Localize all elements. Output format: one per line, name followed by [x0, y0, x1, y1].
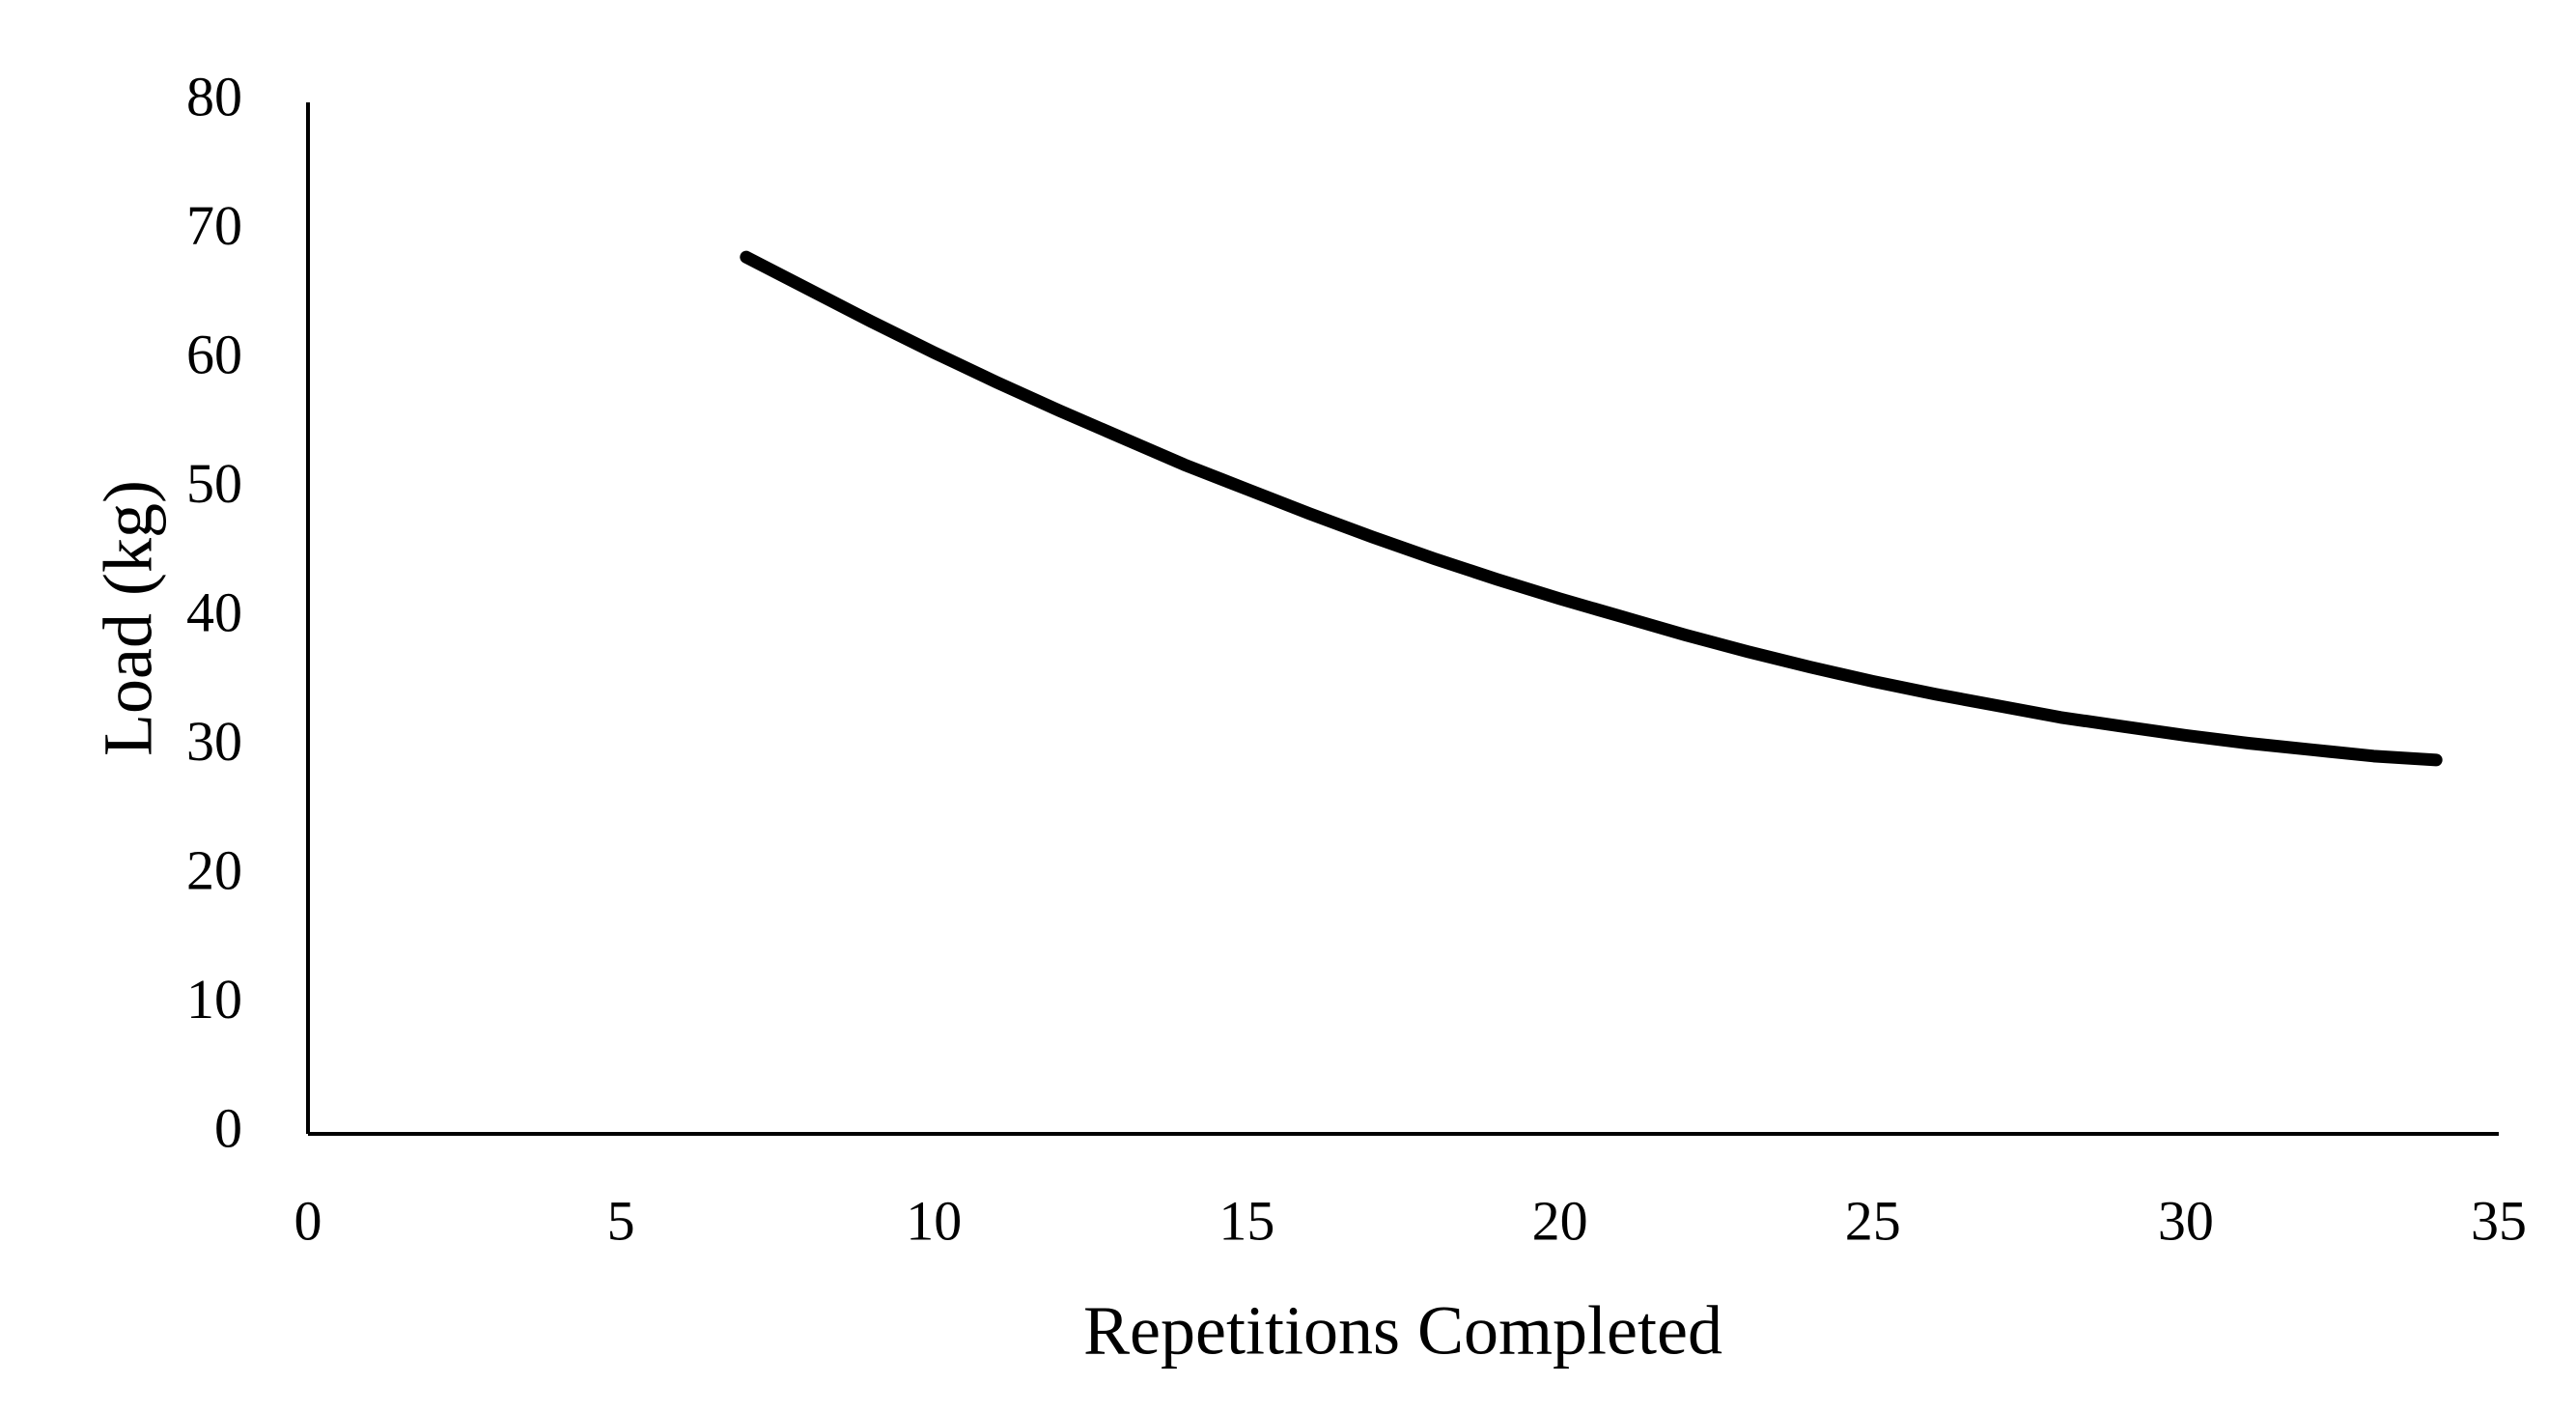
x-tick-label: 35	[2471, 1189, 2527, 1252]
line	[740, 250, 2443, 767]
y-tick-label: 20	[186, 838, 242, 901]
x-axis-title: Repetitions Completed	[1083, 1292, 1722, 1370]
y-tick-label: 70	[186, 194, 242, 257]
y-tick-label: 80	[186, 65, 242, 127]
y-tick-label: 30	[186, 710, 242, 773]
x-tick-label: 0	[294, 1189, 322, 1252]
y-tick-label: 10	[186, 968, 242, 1031]
x-tick-label: 20	[1532, 1189, 1588, 1252]
x-tick-label: 25	[1845, 1189, 1901, 1252]
x-tick-label: 15	[1218, 1189, 1274, 1252]
y-tick-label: 60	[186, 323, 242, 385]
x-tick-label: 5	[607, 1189, 635, 1252]
x-tick-label: 10	[906, 1189, 962, 1252]
x-tick-label: 30	[2158, 1189, 2214, 1252]
y-tick-label: 40	[186, 580, 242, 643]
y-tick-label: 0	[214, 1096, 242, 1159]
y-axis-title: Load (kg)	[90, 480, 167, 756]
y-tick-label: 50	[186, 452, 242, 515]
